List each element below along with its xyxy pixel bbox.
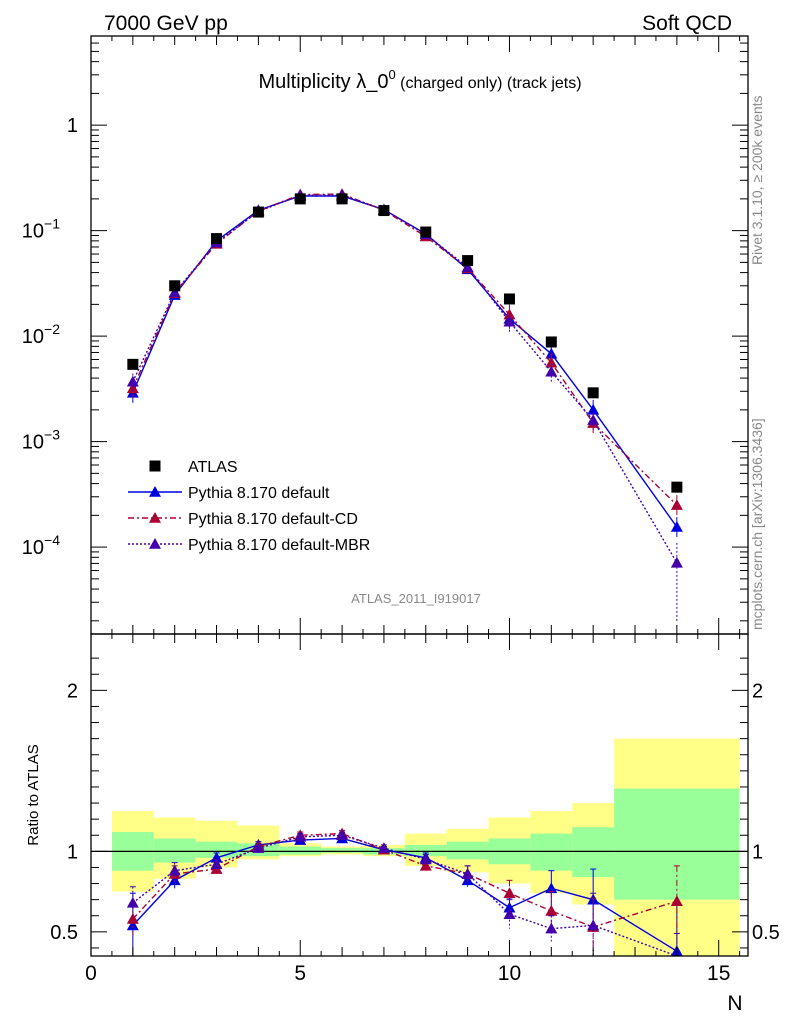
series-point-main (126, 375, 139, 387)
atlas-data-point (336, 193, 348, 205)
legend-marker (149, 538, 161, 549)
plot-title: Multiplicity λ_00 (charged only) (track … (258, 67, 581, 93)
y-tick-label-main: 10−4 (22, 532, 60, 559)
main-panel-series (126, 188, 683, 621)
series-point-ratio (545, 922, 558, 934)
atlas-data-point (587, 387, 599, 399)
atlas-data-point (671, 481, 683, 493)
atlas-data-point (378, 205, 390, 217)
atlas-data-point (294, 193, 306, 205)
y-tick-label-main: 1 (67, 115, 78, 137)
legend-label: Pythia 8.170 default (188, 485, 330, 502)
axis-tick-labels: 0 5 10 15 10−4 10−3 10−2 10−1 1 0.5 0.5 1 1 2 2 (22, 115, 780, 985)
title-sup: 0 (388, 67, 395, 82)
x-tick-label: 15 (707, 962, 730, 985)
green-band (153, 838, 196, 863)
ratio-panel-frame (90, 633, 749, 957)
atlas-data-point (462, 255, 474, 267)
series-point-main (461, 261, 474, 273)
y-tick-label-main: 10−3 (22, 427, 60, 454)
atlas-data-point (545, 336, 557, 348)
ratio-panel-series (126, 827, 683, 957)
legend-label: Pythia 8.170 default-MBR (188, 537, 370, 554)
series-line-main (132, 194, 678, 564)
series-point-ratio (503, 887, 516, 899)
series-point-main (670, 556, 683, 568)
series-point-ratio (503, 901, 516, 913)
y-tick-label-main: 10−1 (22, 216, 60, 243)
y-tick-label-ratio-right: 2 (752, 680, 763, 702)
series-point-main (670, 521, 683, 532)
series-point-main (670, 499, 683, 510)
x-tick-label: 10 (498, 962, 521, 985)
atlas-data-point (503, 293, 515, 305)
atlas-data-point (169, 280, 181, 292)
series-point-ratio (670, 895, 683, 907)
green-band (195, 841, 238, 858)
series-point-ratio (168, 864, 181, 876)
series-point-ratio (545, 904, 558, 916)
x-tick-label: 0 (85, 962, 97, 985)
legend: ATLAS Pythia 8.170 default Pythia 8.170 de… (128, 459, 370, 554)
legend-label: ATLAS (188, 459, 238, 476)
header-left: 7000 GeV pp (104, 12, 228, 35)
atlas-data-point (127, 358, 139, 370)
title-main: Multiplicity λ_0 (258, 71, 388, 93)
y-tick-label-ratio: 0.5 (50, 922, 78, 944)
axis-ticks (90, 35, 748, 956)
series-point-ratio (168, 874, 181, 886)
series-point-ratio (336, 829, 349, 841)
ratio-ylabel: Ratio to ATLAS (25, 744, 42, 845)
series-point-ratio (126, 912, 139, 924)
series-point-ratio (252, 842, 265, 853)
uncertainty-bands (111, 738, 740, 956)
y-tick-label-ratio: 1 (67, 841, 78, 863)
y-tick-label-ratio: 2 (67, 680, 78, 702)
legend-marker (149, 486, 161, 497)
green-band (530, 833, 573, 871)
series-point-main (503, 315, 516, 327)
analysis-id: ATLAS_2011_I919017 (351, 591, 481, 606)
legend-marker (149, 512, 161, 523)
series-point-ratio (419, 859, 432, 871)
series-point-main (587, 403, 600, 415)
atlas-data-point (420, 226, 432, 238)
series-point-ratio (126, 919, 139, 931)
y-tick-label-main: 10−2 (22, 321, 60, 348)
header-right: Soft QCD (642, 12, 732, 35)
series-point-main (168, 286, 181, 298)
series-point-ratio (126, 896, 139, 908)
title-suffix: (charged only) (track jets) (396, 75, 582, 92)
green-band (446, 841, 489, 860)
mcplots-label: mcplots.cern.ch [arXiv:1306.3436] (749, 418, 765, 630)
series-point-ratio (377, 842, 390, 853)
atlas-data-point (211, 233, 223, 245)
legend-marker (149, 460, 161, 472)
green-band (279, 846, 322, 855)
green-band (321, 848, 364, 853)
series-point-ratio (587, 919, 600, 931)
green-band (404, 844, 447, 857)
series-point-main (545, 365, 558, 377)
series-point-main (545, 356, 558, 368)
series-point-ratio (210, 858, 223, 870)
x-tick-label: 5 (294, 962, 306, 985)
y-tick-label-ratio-right: 0.5 (752, 922, 780, 944)
series-point-main (587, 414, 600, 425)
series-point-ratio (294, 830, 307, 842)
series-point-ratio (503, 908, 516, 919)
rivet-label: Rivet 3.1.10, ≥ 200k events (749, 95, 765, 265)
series-point-ratio (461, 867, 474, 879)
atlas-data-point (252, 206, 264, 218)
series-point-main (126, 382, 139, 394)
legend-label: Pythia 8.170 default-CD (188, 511, 358, 528)
series-point-ratio (419, 853, 432, 865)
series-point-ratio (545, 882, 558, 894)
x-axis-label: N (727, 992, 742, 1015)
y-tick-label-ratio-right: 1 (752, 841, 763, 863)
